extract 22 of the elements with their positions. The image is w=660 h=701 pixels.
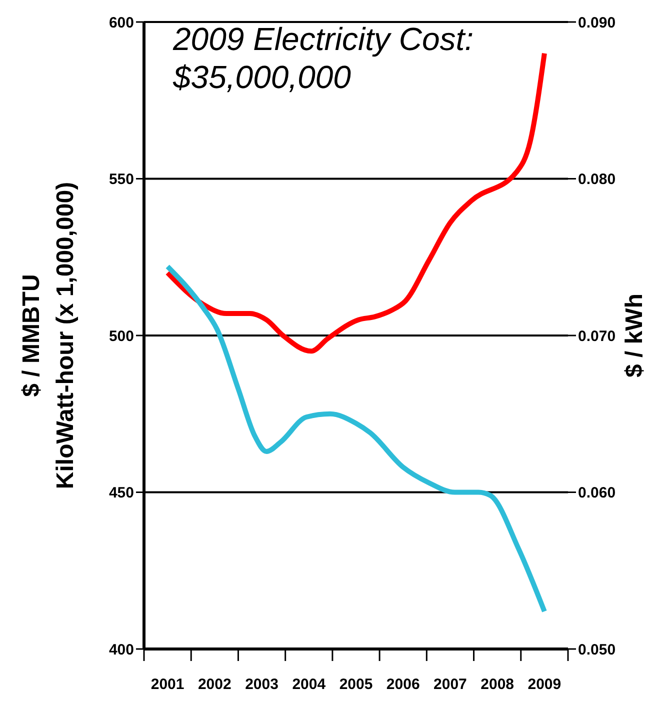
x-tick-label: 2004	[292, 676, 326, 693]
x-tick-label: 2001	[150, 676, 184, 693]
x-tick-label: 2008	[480, 676, 514, 693]
y2-tick-label: 0.070	[578, 328, 616, 345]
y-tick-label: 550	[108, 171, 134, 188]
y2-tick-label: 0.060	[578, 484, 616, 502]
y2-tick-label: 0.090	[578, 14, 616, 32]
y2-tick-label: 0.080	[578, 171, 616, 188]
y-tick-label: 400	[108, 641, 134, 658]
x-tick-label: 2009	[528, 676, 562, 693]
x-tick-label: 2006	[386, 676, 420, 693]
y-tick-label: 500	[108, 328, 134, 345]
y-tick-label: 450	[108, 484, 134, 502]
y-tick-label: 600	[108, 14, 134, 32]
x-tick-label: 2002	[198, 676, 232, 693]
x-tick-label: 2007	[434, 676, 467, 693]
x-tick-label: 2005	[339, 676, 373, 693]
y2-tick-label: 0.050	[578, 641, 616, 658]
annotation: 2009 Electricity Cost: $35,000,000	[173, 20, 474, 96]
y-axis-title: $ / MMBTU KiloWatt-hour (x 1,000,000)	[18, 182, 79, 490]
y2-axis-title: $ / kWh	[621, 293, 648, 378]
x-tick-label: 2003	[245, 676, 278, 693]
